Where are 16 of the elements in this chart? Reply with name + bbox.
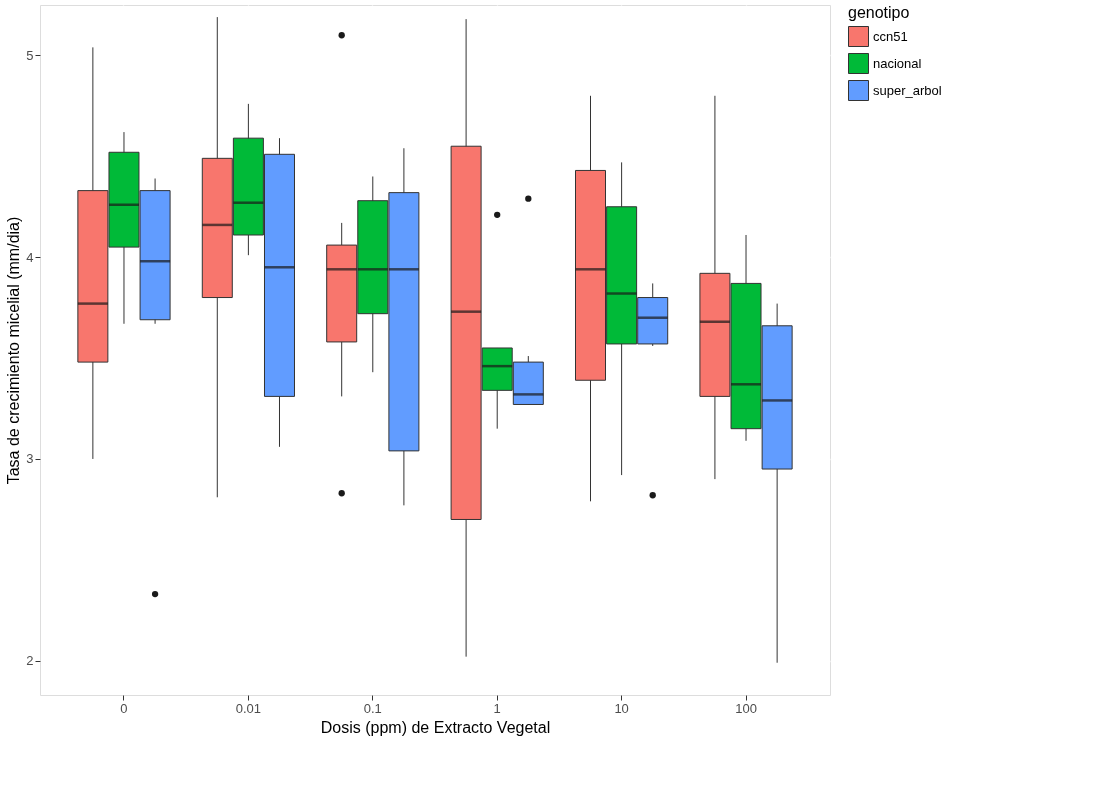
x-tick-label: 0.1 bbox=[363, 700, 382, 716]
x-axis-title: Dosis (ppm) de Extracto Vegetal bbox=[320, 718, 551, 736]
legend-label: nacional bbox=[873, 55, 922, 71]
x-tick-label: 1 bbox=[493, 700, 501, 716]
legend-title: genotipo bbox=[848, 4, 910, 21]
y-tick-label: 2 bbox=[26, 653, 34, 669]
x-tick-label: 100 bbox=[735, 700, 757, 716]
legend-label: ccn51 bbox=[873, 28, 908, 44]
legend-label: super_arbol bbox=[873, 82, 942, 98]
y-axis-title: Tasa de crecimiento micelial (mm/dia) bbox=[5, 216, 23, 485]
x-tick-label: 0.01 bbox=[235, 700, 262, 716]
x-tick-label: 10 bbox=[614, 700, 629, 716]
y-tick-label: 5 bbox=[26, 47, 34, 63]
y-tick-label: 3 bbox=[26, 451, 34, 467]
y-tick-label: 4 bbox=[26, 249, 34, 265]
x-tick-label: 0 bbox=[120, 700, 128, 716]
